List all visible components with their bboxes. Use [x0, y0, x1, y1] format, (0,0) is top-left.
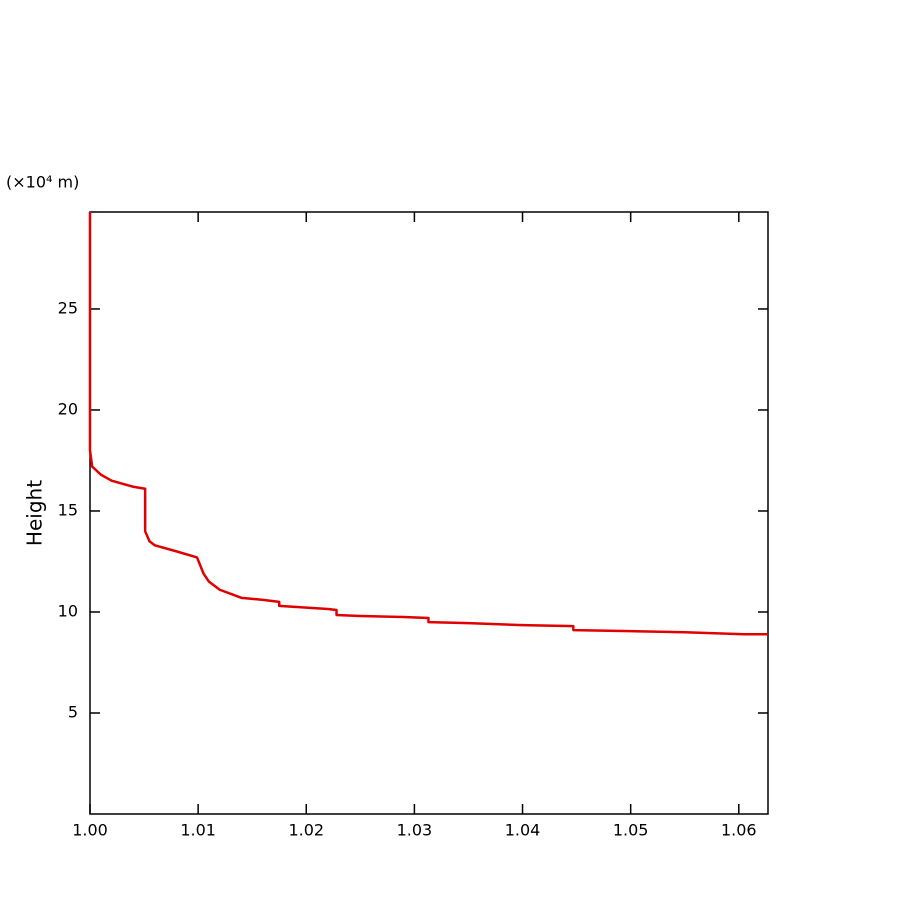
plot-frame [89, 211, 769, 815]
x-tick-label: 1.05 [613, 821, 649, 840]
y-tick-label: 5 [68, 702, 78, 721]
y-unit-label: (×10⁴ m) [6, 173, 79, 192]
x-tick-label: 1.04 [505, 821, 541, 840]
y-tick-label: 15 [58, 500, 78, 519]
y-tick-label: 20 [58, 399, 78, 418]
y-tick-label: 10 [58, 601, 78, 620]
y-axis-label: Height [23, 480, 47, 546]
x-tick-label: 1.06 [721, 821, 757, 840]
x-tick-label: 1.02 [288, 821, 324, 840]
x-tick-label: 1.00 [72, 821, 108, 840]
x-tick-label: 1.03 [397, 821, 433, 840]
x-tick-label: 1.01 [180, 821, 216, 840]
y-tick-label: 25 [58, 298, 78, 317]
data-line [88, 212, 768, 636]
